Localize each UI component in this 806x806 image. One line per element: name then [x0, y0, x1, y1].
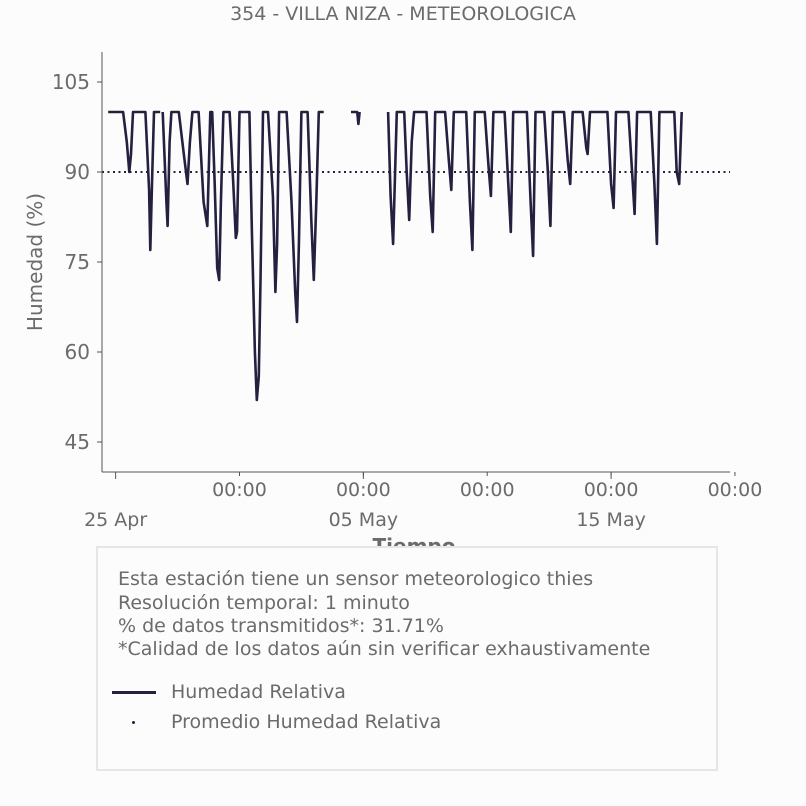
x-major-tick-label: 15 May	[576, 509, 646, 531]
legend-series-label: Humedad Relativa	[171, 681, 346, 703]
humidity-series-segment	[351, 110, 361, 126]
humidity-chart: 45 60 75 90 105 00:00 00:00 00:00 00:00 00:00 25 A…	[23, 52, 763, 558]
x-minor-tick-label: 00:00	[212, 479, 267, 501]
info-legend-box: Esta estación tiene un sensor meteorolog…	[96, 546, 718, 771]
legend-swatch-line	[112, 691, 156, 694]
y-tick-label: 90	[65, 160, 90, 184]
x-minor-tick-label: 00:00	[584, 479, 639, 501]
humidity-series-segment	[161, 110, 245, 282]
x-minor-tick-label: 00:00	[460, 479, 515, 501]
humidity-series-segment	[108, 110, 161, 252]
y-tick-label: 75	[65, 250, 90, 274]
x-minor-tick-label: 00:00	[336, 479, 391, 501]
y-tick-label: 60	[65, 340, 90, 364]
x-major-tick-label: 05 May	[329, 509, 399, 531]
legend-swatch-dot	[132, 721, 135, 724]
legend-mean-label: Promedio Humedad Relativa	[171, 711, 442, 733]
info-station-sensor: Esta estación tiene un sensor meteorolog…	[118, 568, 594, 590]
info-quality-note: *Calidad de los datos aún sin verificar …	[118, 638, 651, 660]
chart-title: 354 - VILLA NIZA - METEOROLOGICA	[230, 3, 576, 25]
x-major-tick-label: 25 Apr	[84, 509, 147, 531]
y-axis-label: Humedad (%)	[23, 193, 47, 331]
humidity-series-segment	[386, 110, 683, 258]
humidity-series-segment	[244, 110, 324, 402]
info-transmitted: % de datos transmitidos*: 31.71%	[118, 615, 444, 637]
x-minor-tick-label: 00:00	[708, 479, 763, 501]
y-tick-label: 105	[52, 70, 90, 94]
info-resolution: Resolución temporal: 1 minuto	[118, 592, 410, 614]
y-tick-label: 45	[65, 430, 90, 454]
